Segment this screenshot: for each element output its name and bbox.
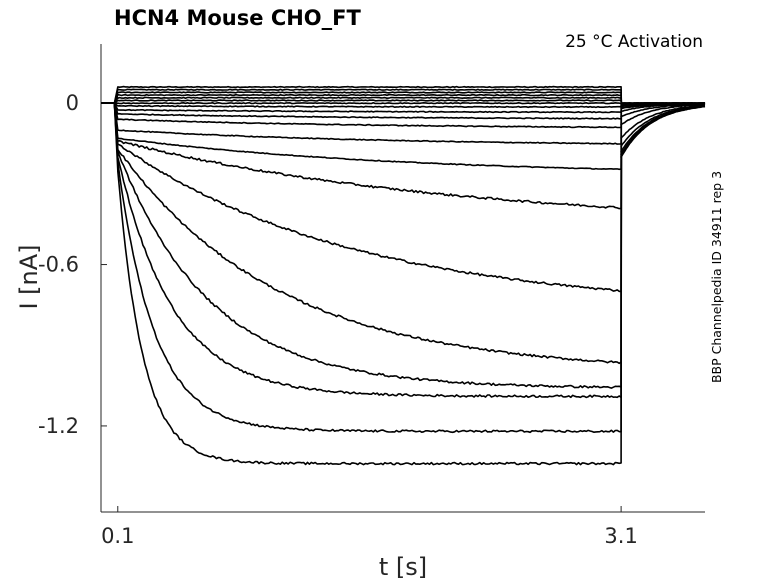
y-tick-label: -0.6 xyxy=(38,253,79,277)
source-id-label: BBP Channelpedia ID 34911 rep 3 xyxy=(709,171,724,383)
current-trace-16 xyxy=(101,102,706,365)
x-axis-label: t [s] xyxy=(379,553,427,581)
current-trace-5 xyxy=(101,96,706,105)
chart-title: HCN4 Mouse CHO_FT xyxy=(114,6,361,30)
current-trace-10 xyxy=(101,102,706,120)
x-ticks: 0.1 3.1 xyxy=(101,506,638,548)
current-trace-14 xyxy=(101,102,706,210)
current-trace-19 xyxy=(101,102,705,434)
current-trace-18 xyxy=(101,102,706,399)
current-trace-17 xyxy=(101,102,706,389)
current-trace-6 xyxy=(101,99,705,105)
plot-area: 0 -0.6 -1.2 0.1 3.1 xyxy=(38,44,706,548)
y-ticks: 0 -0.6 -1.2 xyxy=(38,91,107,438)
current-trace-1 xyxy=(101,85,705,105)
current-trace-7 xyxy=(101,102,706,105)
current-trace-12 xyxy=(101,102,706,145)
y-axis-label: I [nA] xyxy=(15,244,43,309)
current-trace-3 xyxy=(101,91,706,105)
y-tick-label: 0 xyxy=(66,91,79,115)
current-trace-20 xyxy=(101,102,705,466)
x-tick-label: 3.1 xyxy=(604,524,637,548)
annotation-text: 25 °C Activation xyxy=(565,32,703,52)
current-traces xyxy=(101,85,706,466)
x-tick-label: 0.1 xyxy=(101,524,134,548)
current-trace-9 xyxy=(101,102,706,114)
current-trace-4 xyxy=(101,93,705,105)
current-trace-8 xyxy=(101,102,706,109)
current-trace-2 xyxy=(101,88,705,105)
current-trace-11 xyxy=(101,102,706,129)
current-trace-13 xyxy=(101,102,706,171)
current-trace-15 xyxy=(101,102,706,293)
y-tick-label: -1.2 xyxy=(38,414,79,438)
